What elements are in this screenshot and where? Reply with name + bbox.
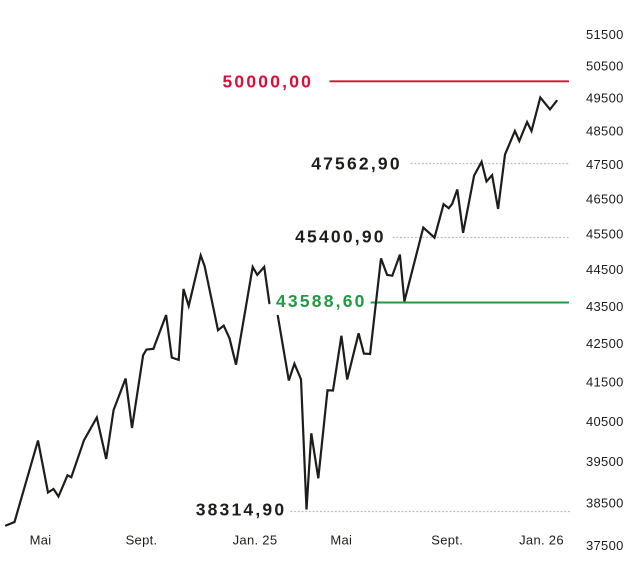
svg-text:37500: 37500 [586, 538, 624, 553]
svg-text:46500: 46500 [586, 191, 624, 206]
svg-text:40500: 40500 [586, 414, 624, 429]
svg-text:Mai: Mai [30, 533, 52, 548]
svg-text:39500: 39500 [586, 454, 624, 469]
svg-text:51500: 51500 [586, 27, 624, 42]
svg-text:42500: 42500 [586, 336, 624, 351]
svg-text:Sept.: Sept. [126, 533, 158, 548]
svg-text:Mai: Mai [330, 533, 352, 548]
svg-text:43500: 43500 [586, 299, 624, 314]
svg-text:38500: 38500 [586, 495, 624, 510]
svg-text:Jan. 26: Jan. 26 [519, 533, 564, 548]
svg-text:47562,90: 47562,90 [311, 153, 402, 173]
svg-text:49500: 49500 [586, 91, 624, 106]
svg-text:41500: 41500 [586, 375, 624, 390]
svg-text:43588,60: 43588,60 [276, 291, 367, 311]
svg-text:44500: 44500 [586, 262, 624, 277]
svg-text:50000,00: 50000,00 [223, 72, 314, 92]
svg-text:50500: 50500 [586, 59, 624, 74]
svg-text:45500: 45500 [586, 226, 624, 241]
svg-text:Jan. 25: Jan. 25 [233, 533, 278, 548]
svg-text:38314,90: 38314,90 [196, 499, 287, 519]
svg-text:48500: 48500 [586, 124, 624, 139]
svg-text:47500: 47500 [586, 157, 624, 172]
svg-text:Sept.: Sept. [431, 533, 463, 548]
svg-text:45400,90: 45400,90 [295, 226, 386, 246]
